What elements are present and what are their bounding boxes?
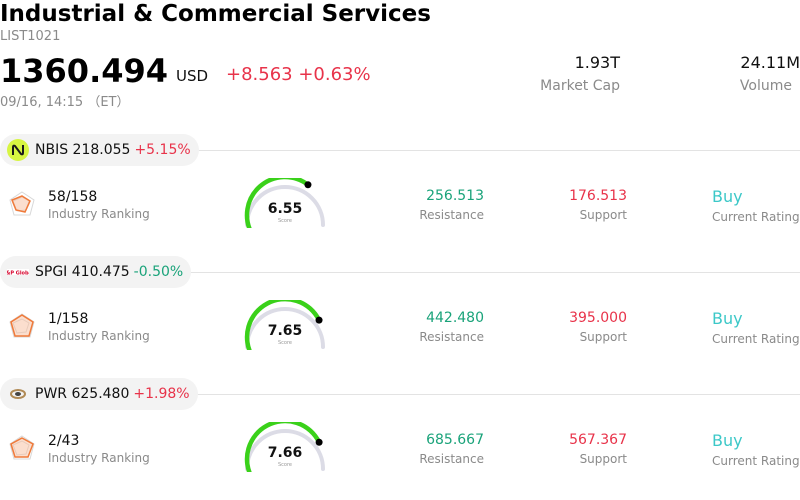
current-rating-value[interactable]: Buy xyxy=(712,187,743,206)
stock-change: -0.50% xyxy=(133,264,184,280)
timestamp: 09/16, 14:15 （ET） xyxy=(0,95,130,110)
stock-pill-nbis[interactable]: NBIS 218.055 +5.15% xyxy=(0,134,199,166)
gauge-marker xyxy=(315,438,323,446)
volume-label: Volume xyxy=(739,78,792,94)
current-rating-value[interactable]: Buy xyxy=(712,431,743,450)
divider xyxy=(190,150,800,151)
divider xyxy=(190,272,800,273)
score-gauge: 7.66 Score xyxy=(244,422,325,472)
current-rating-label: Current Rating xyxy=(712,332,800,346)
volume-value: 24.11M xyxy=(740,53,800,72)
gauge-track xyxy=(245,429,325,471)
divider xyxy=(190,394,800,395)
industry-ranking-label: Industry Ranking xyxy=(48,451,150,465)
current-rating-label: Current Rating xyxy=(712,210,800,224)
gauge-fill xyxy=(244,178,311,228)
score-label: Score xyxy=(278,340,292,346)
support-label: Support xyxy=(579,208,627,222)
stock-price: 218.055 xyxy=(72,142,131,158)
market-cap-value: 1.93T xyxy=(574,53,620,72)
score-value: 7.66 xyxy=(268,445,303,461)
score-value: 6.55 xyxy=(268,201,303,217)
score-label: Score xyxy=(278,462,292,468)
nebius-logo-icon xyxy=(7,139,29,161)
sector-code: LIST1021 xyxy=(0,29,61,44)
stock-card[interactable]: S&P Global SPGI 410.475 -0.50% 1/158 Ind… xyxy=(0,256,800,378)
support-value: 567.367 xyxy=(569,432,627,448)
industry-ranking-label: Industry Ranking xyxy=(48,207,150,221)
support-label: Support xyxy=(579,452,627,466)
sector-price: 1360.494 xyxy=(0,52,169,90)
gauge-marker xyxy=(315,316,323,324)
gauge-track xyxy=(245,185,325,227)
score-gauge: 7.65 Score xyxy=(244,300,325,350)
score-gauge: 6.55 Score xyxy=(244,178,325,228)
radar-chart-icon xyxy=(9,191,35,216)
radar-chart-icon xyxy=(9,313,35,338)
stock-price: 625.480 xyxy=(71,386,130,402)
score-value: 7.65 xyxy=(268,323,303,339)
resistance-label: Resistance xyxy=(419,330,484,344)
svg-text:S&P Global: S&P Global xyxy=(7,271,29,277)
ticker: PWR xyxy=(35,386,68,402)
gauge-fill xyxy=(244,300,322,350)
currency: USD xyxy=(176,67,209,85)
stock-pill-pwr[interactable]: PWR 625.480 +1.98% xyxy=(0,378,198,410)
resistance-label: Resistance xyxy=(419,208,484,222)
resistance-value: 685.667 xyxy=(426,432,484,448)
industry-ranking-label: Industry Ranking xyxy=(48,329,150,343)
current-rating-label: Current Rating xyxy=(712,454,800,468)
stock-card[interactable]: PWR 625.480 +1.98% 2/43 Industry Ranking… xyxy=(0,378,800,500)
page-title: Industrial & Commercial Services xyxy=(0,1,431,27)
gauge-fill xyxy=(244,422,322,472)
stock-price: 410.475 xyxy=(71,264,130,280)
support-label: Support xyxy=(579,330,627,344)
current-rating-value[interactable]: Buy xyxy=(712,309,743,328)
quanta-logo-icon xyxy=(7,383,29,405)
resistance-label: Resistance xyxy=(419,452,484,466)
industry-ranking-value: 58/158 xyxy=(48,189,98,205)
stock-card[interactable]: NBIS 218.055 +5.15% 58/158 Industry Rank… xyxy=(0,134,800,256)
price-change: +8.563 +0.63% xyxy=(226,64,371,85)
stock-change: +5.15% xyxy=(134,142,191,158)
resistance-value: 256.513 xyxy=(426,188,484,204)
support-value: 395.000 xyxy=(569,310,627,326)
gauge-marker xyxy=(304,181,312,189)
ticker: SPGI xyxy=(35,264,68,280)
spglobal-logo-icon: S&P Global xyxy=(7,261,29,283)
stock-pill-spgi[interactable]: S&P Global SPGI 410.475 -0.50% xyxy=(0,256,192,288)
support-value: 176.513 xyxy=(569,188,627,204)
resistance-value: 442.480 xyxy=(426,310,484,326)
market-cap-label: Market Cap xyxy=(540,78,620,94)
industry-ranking-value: 1/158 xyxy=(48,311,89,327)
industry-ranking-value: 2/43 xyxy=(48,433,80,449)
radar-chart-icon xyxy=(9,435,35,460)
ticker: NBIS xyxy=(35,142,69,158)
score-label: Score xyxy=(278,218,292,224)
gauge-track xyxy=(245,307,325,349)
stock-change: +1.98% xyxy=(133,386,190,402)
